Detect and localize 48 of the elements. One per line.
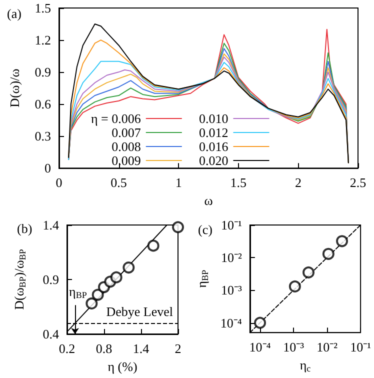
y-tick-label: 0.9: [42, 272, 59, 287]
point: [147, 240, 160, 252]
x-tick-label: 10⁻²: [316, 340, 338, 355]
x-axis-title: η (%): [108, 358, 138, 374]
x-tick-label: 1: [175, 175, 182, 190]
point: [92, 288, 104, 301]
legend-label: 0.010: [199, 111, 228, 126]
y-tick-label: 1.2: [34, 32, 51, 48]
x-tick-label: 2: [174, 341, 182, 356]
x-tick-label: 2.5: [350, 175, 366, 190]
x-tick-label: 0.8: [96, 341, 112, 356]
legend-label: 0.012: [199, 125, 228, 140]
x-axis-title: ω: [204, 193, 214, 208]
legend-label: 0.007: [112, 125, 142, 140]
y-tick-label: 10⁻⁴: [220, 315, 242, 330]
y-tick-label: 0: [44, 160, 51, 176]
legend-label: 0.008: [112, 139, 141, 154]
legend-label: η = 0.006: [90, 111, 142, 126]
y-axis-title: D(ω)/ω: [7, 68, 22, 108]
y-tick-label: 0.4: [42, 326, 60, 342]
point: [110, 271, 122, 284]
x-tick-label: 0.2: [58, 341, 76, 356]
x-tick-label: 2: [294, 175, 302, 190]
x-tick-label: 10⁻¹: [350, 340, 372, 355]
x-tick-label: 1.4: [132, 341, 150, 356]
y-tick-label: 10⁻³: [221, 282, 242, 298]
point: [172, 221, 184, 234]
chart-title: (a): [7, 6, 22, 21]
legend-label: 0.016: [199, 139, 229, 154]
y-tick-label: 1.4: [42, 218, 60, 232]
y-tick-label: 1.5: [34, 0, 51, 16]
legend-label: 0.020: [199, 153, 228, 168]
y-tick-label: 0.9: [34, 64, 51, 80]
chart-title: (c): [198, 222, 212, 237]
chart-title: (b): [17, 221, 32, 236]
legend-label: 0.009: [112, 153, 141, 168]
x-tick-label: 0.5: [110, 175, 127, 190]
x-tick-label: 10⁻³: [283, 340, 304, 355]
x-tick-label: 10⁻⁴: [249, 340, 272, 355]
y-axis-title: ηBP: [194, 270, 210, 288]
point: [86, 297, 98, 310]
point: [122, 262, 135, 274]
y-axis-title: D(ωBP)/ωBP: [12, 249, 28, 310]
y-tick-label: 10⁻²: [221, 250, 242, 266]
y-tick-label: 0.6: [34, 96, 52, 112]
legend-label: Debye Level: [106, 304, 174, 320]
y-tick-label: 10⁻¹: [221, 218, 242, 232]
y-tick-label: 0.3: [34, 128, 51, 144]
